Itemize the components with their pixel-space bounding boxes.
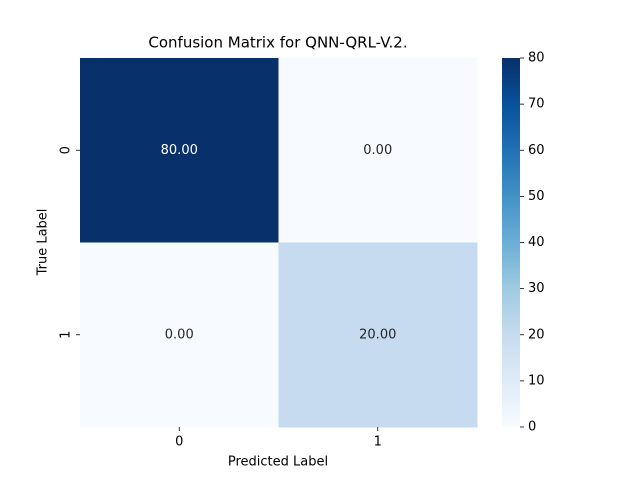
x-tick-label: 0 (175, 435, 183, 450)
colorbar-tick-label: 50 (528, 189, 545, 204)
heatmap-cell (278, 58, 478, 243)
cell-label: 80.00 (161, 143, 198, 158)
y-tick-label: 1 (59, 331, 74, 339)
colorbar-tick-label: 60 (528, 143, 545, 158)
colorbar-tick-label: 0 (528, 420, 536, 435)
colorbar-tick-label: 40 (528, 235, 545, 250)
heatmap-cell (80, 58, 279, 243)
x-tick-label: 1 (374, 435, 382, 450)
heatmap-cell (80, 242, 279, 428)
colorbar-tick-label: 30 (528, 281, 545, 296)
x-axis-label: Predicted Label (228, 455, 328, 470)
colorbar-tick-label: 10 (528, 373, 545, 388)
y-axis-label: True Label (36, 209, 51, 277)
colorbar (502, 58, 520, 427)
heatmap-cell (278, 242, 478, 428)
colorbar-tick-label: 80 (528, 51, 545, 66)
chart-title: Confusion Matrix for QNN-QRL-V.2. (148, 34, 407, 52)
colorbar-tick-label: 20 (528, 327, 545, 342)
cell-label: 20.00 (359, 327, 396, 342)
cell-label: 0.00 (363, 143, 392, 158)
cell-label: 0.00 (165, 327, 194, 342)
y-tick-label: 0 (59, 146, 74, 154)
colorbar-tick-label: 70 (528, 97, 545, 112)
